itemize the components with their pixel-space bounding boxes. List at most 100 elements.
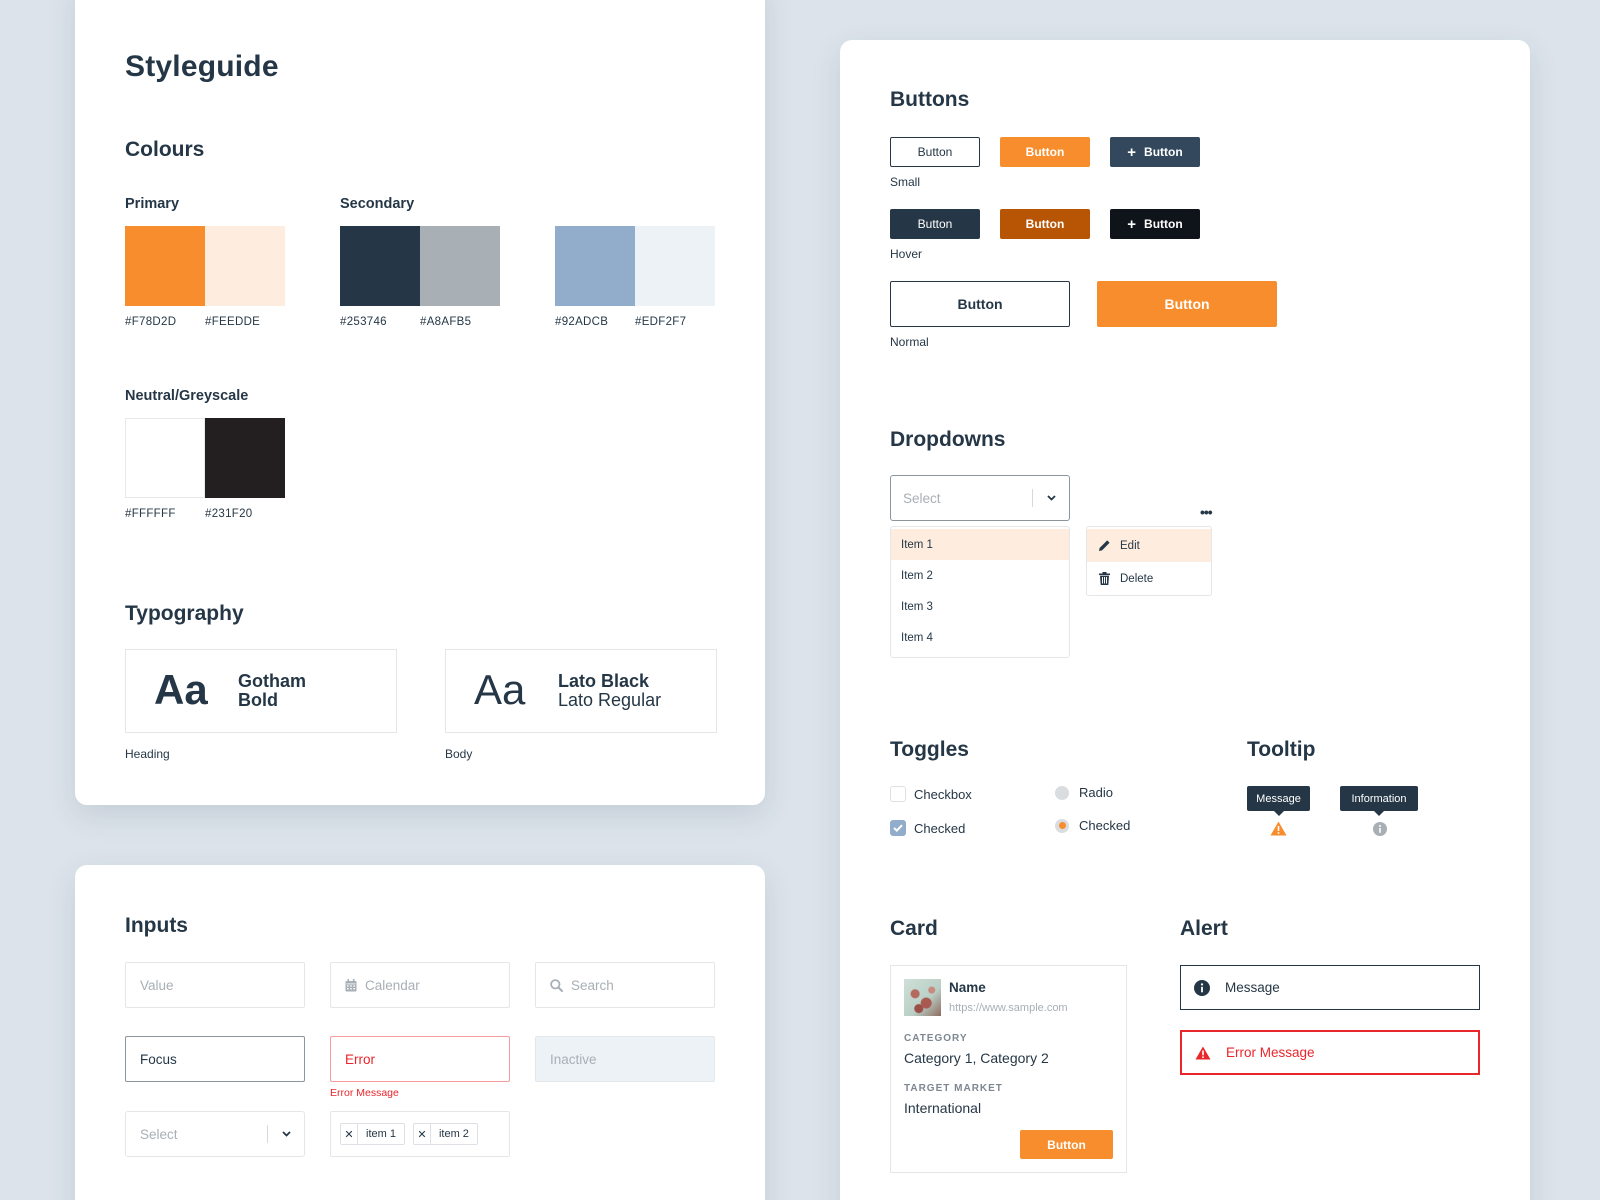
primary-label: Primary [125,196,180,212]
button-label: Button [1144,145,1183,159]
card-category-label: CATEGORY [904,1033,968,1044]
typography-heading: Typography [125,602,244,625]
buttons-heading: Buttons [890,88,970,111]
action-menu: Edit Delete [1086,526,1212,596]
info-alert: Message [1180,965,1480,1010]
card-heading: Card [890,917,938,940]
plus-icon: + [1127,215,1137,233]
tag-input[interactable]: ✕ item 1 ✕ item 2 [330,1111,510,1157]
font-name-line: Lato Black [558,671,650,691]
dropdown-item[interactable]: Item 4 [901,631,933,644]
select-input[interactable]: Select [125,1111,305,1157]
dropdown-item[interactable]: Item 2 [901,569,933,582]
input-placeholder: Value [140,977,174,993]
type-sample-glyph: Aa [474,666,526,713]
swatch-secondary-grey [420,226,500,306]
input-value: Inactive [550,1051,597,1067]
radio-unchecked[interactable]: Radio [1055,785,1113,800]
remove-tag-icon[interactable]: ✕ [341,1124,358,1144]
tag-chip: ✕ item 2 [412,1123,478,1145]
focus-input[interactable]: Focus [125,1036,305,1082]
select-divider [267,1125,268,1143]
trash-icon [1097,572,1111,585]
card-category-value: Category 1, Category 2 [904,1050,1049,1066]
input-error-message: Error Message [330,1087,399,1099]
error-triangle-icon [1194,1046,1212,1060]
remove-tag-icon[interactable]: ✕ [414,1124,431,1144]
hover-primary-button[interactable]: Button [1000,209,1090,239]
swatch-hex: #EDF2F7 [635,316,687,328]
normal-outline-button[interactable]: Button [890,281,1070,327]
calendar-icon [345,978,357,992]
small-primary-button[interactable]: Button [1000,137,1090,167]
button-label: Button [1144,217,1183,231]
warning-icon[interactable] [1270,821,1287,841]
dropdowns-heading: Dropdowns [890,428,1006,451]
tooltip-heading: Tooltip [1247,738,1316,761]
input-value: Focus [140,1051,177,1067]
hover-add-button[interactable]: + Button [1110,209,1200,239]
type-caption: Body [445,747,473,761]
page-title: Styleguide [125,50,279,83]
checkbox-unchecked[interactable]: Checkbox [890,786,972,802]
menu-item-delete[interactable]: Delete [1087,562,1211,595]
dropdown-list: Item 1 Item 2 Item 3 Item 4 [890,526,1070,658]
card-thumbnail [904,979,941,1016]
menu-item-label: Edit [1120,539,1140,552]
info-circle-icon [1193,979,1211,996]
input-placeholder: Search [571,977,614,993]
swatch-primary-orange [125,226,205,306]
toggles-heading: Toggles [890,738,969,761]
checkbox-box[interactable] [890,786,906,802]
type-sample-glyph: Aa [154,666,208,713]
swatch-neutral-white [125,418,205,498]
inputs-heading: Inputs [125,914,188,937]
dropdown-select[interactable]: Select [890,475,1070,521]
swatch-hex: #F78D2D [125,316,177,328]
radio-label: Checked [1079,818,1131,833]
menu-item-edit[interactable]: Edit [1087,529,1211,562]
checkbox-label: Checked [914,820,966,836]
radio-dot [1058,822,1066,829]
checkmark-icon[interactable] [890,820,906,836]
error-input[interactable]: Error [330,1036,510,1082]
type-sample-heading: Aa Gotham Bold [125,649,397,733]
type-caption: Heading [125,747,170,761]
calendar-input[interactable]: Calendar [330,962,510,1008]
card-url[interactable]: https://www.sample.com [949,1002,1068,1014]
more-options-icon[interactable]: ••• [1200,504,1213,520]
hover-outline-button[interactable]: Button [890,209,980,239]
swatch-hex: #231F20 [205,508,253,520]
small-add-button[interactable]: + Button [1110,137,1200,167]
input-placeholder: Calendar [365,977,420,993]
swatch-hex: #253746 [340,316,387,328]
dropdown-item[interactable]: Item 1 [891,529,1069,560]
small-outline-button[interactable]: Button [890,137,980,167]
type-font-names: Gotham Bold [238,672,306,710]
pencil-icon [1097,539,1111,552]
inactive-input: Inactive [535,1036,715,1082]
radio-button[interactable] [1055,785,1069,800]
info-icon[interactable] [1373,822,1387,841]
dropdown-item[interactable]: Item 3 [901,600,933,613]
tag-chip: ✕ item 1 [340,1123,405,1145]
normal-primary-button[interactable]: Button [1097,281,1277,327]
card-market-value: International [904,1100,982,1116]
radio-button[interactable] [1055,818,1069,833]
select-placeholder: Select [140,1126,178,1142]
card-market-label: TARGET MARKET [904,1083,1003,1094]
card-name: Name [949,980,986,995]
swatch-hex: #FFFFFF [125,508,176,520]
tooltip-message: Message [1247,786,1310,816]
chevron-down-icon [1033,495,1069,501]
radio-checked[interactable]: Checked [1055,818,1130,833]
checkbox-checked[interactable]: Checked [890,820,965,836]
value-input[interactable]: Value [125,962,305,1008]
card-action-button[interactable]: Button [1020,1130,1113,1159]
search-input[interactable]: Search [535,962,715,1008]
tag-label: item 2 [438,1128,469,1140]
select-divider [1032,489,1033,507]
swatch-secondary-dark [340,226,420,306]
swatch-neutral-black [205,418,285,498]
swatch-hex: #FEEDDE [205,316,261,328]
